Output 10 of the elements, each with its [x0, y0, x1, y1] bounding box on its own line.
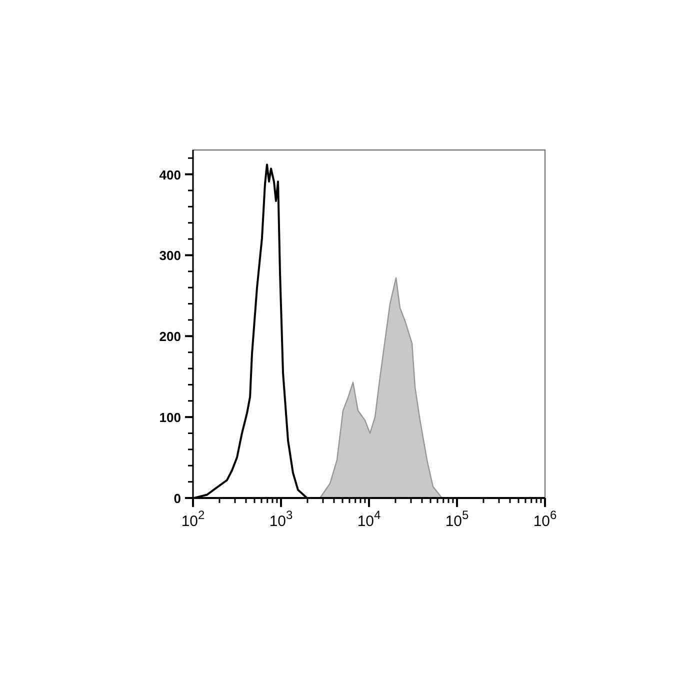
- y-tick-label: 0: [174, 491, 181, 506]
- x-tick-label: 10$^{5}$: [445, 508, 469, 530]
- x-tick-label: 10$^{2}$: [181, 508, 205, 530]
- y-tick-label: 200: [159, 329, 181, 344]
- x-tick-label: 10$^{3}$: [269, 508, 293, 530]
- y-tick-label: 300: [159, 248, 181, 264]
- x-tick-label: 10$^{4}$: [357, 508, 381, 530]
- y-tick-label: 400: [159, 167, 181, 182]
- x-tick-label: 10$^{6}$: [533, 508, 557, 530]
- y-tick-label: 100: [159, 410, 181, 426]
